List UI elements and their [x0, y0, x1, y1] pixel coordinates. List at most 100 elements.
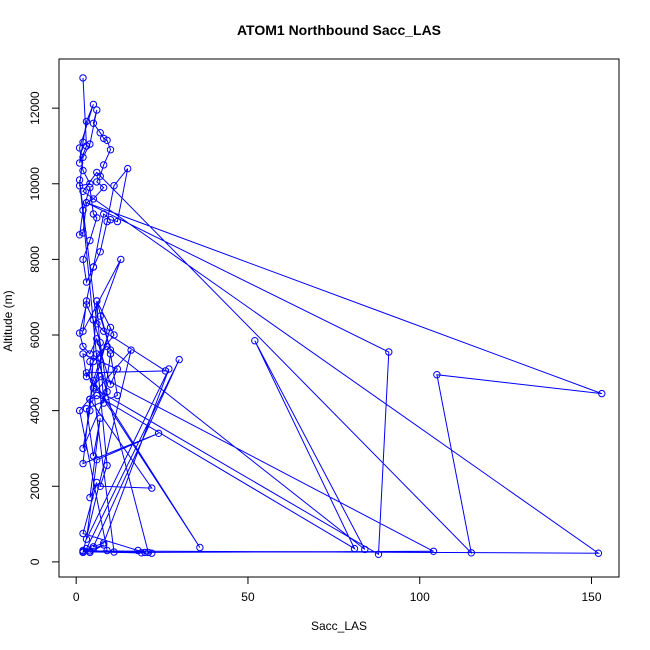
plot-frame: [58, 58, 620, 578]
data-point: [374, 550, 383, 558]
data-point: [127, 346, 135, 354]
data-point: [89, 119, 98, 128]
x-axis-label: Sacc_LAS: [311, 619, 367, 633]
data-point: [82, 372, 91, 381]
data-point: [82, 301, 91, 309]
data-point: [79, 342, 87, 351]
data-point: [75, 406, 84, 415]
data-point: [86, 180, 94, 188]
data-point: [100, 210, 108, 218]
data-point: [175, 355, 183, 364]
data-point: [100, 161, 108, 169]
data-point: [93, 320, 101, 328]
data-point: [106, 350, 115, 358]
data-point: [110, 182, 118, 190]
series-layer: [75, 74, 606, 558]
data-point: [96, 129, 104, 137]
data-point: [106, 146, 115, 154]
data-point: [86, 236, 94, 245]
data-point: [96, 312, 104, 320]
data-point: [103, 461, 111, 470]
data-point: [89, 376, 98, 385]
data-point: [100, 183, 108, 192]
data-point: [93, 297, 101, 305]
data-point: [75, 231, 84, 239]
chart-title: ATOM1 Northbound Sacc_LAS: [237, 22, 441, 38]
x-axis: 0 50 100 150: [73, 576, 602, 604]
data-point: [89, 357, 98, 366]
data-point: [161, 367, 170, 375]
data-point: [79, 444, 87, 453]
x-tick-label: 50: [241, 590, 255, 604]
data-point: [103, 136, 111, 145]
data-point: [385, 348, 393, 356]
data-point: [79, 187, 87, 196]
y-tick-label: 0: [28, 558, 42, 565]
data-point: [106, 323, 115, 332]
data-point: [93, 168, 101, 177]
data-point: [196, 543, 204, 552]
data-point: [110, 548, 118, 556]
y-axis: 0 2000 4000 6000 8000 10000 12000: [28, 91, 60, 565]
data-point: [100, 327, 108, 335]
y-tick-label: 4000: [28, 397, 42, 424]
data-point: [86, 547, 94, 555]
data-point: [93, 178, 101, 186]
data-point: [82, 405, 91, 413]
data-point: [75, 144, 84, 152]
data-point: [103, 546, 111, 555]
data-point: [251, 337, 259, 345]
data-point: [148, 484, 156, 492]
data-point: [79, 74, 87, 82]
data-point: [100, 541, 108, 549]
data-point: [86, 493, 94, 502]
data-point: [113, 217, 122, 226]
data-point: [89, 263, 98, 271]
data-point: [113, 391, 122, 400]
data-point: [100, 399, 108, 407]
data-point: [89, 100, 98, 109]
data-point: [79, 206, 87, 214]
data-point: [89, 195, 98, 203]
x-tick-label: 150: [581, 590, 601, 604]
data-point: [96, 414, 104, 422]
data-point: [103, 217, 111, 226]
data-point: [96, 338, 104, 347]
data-point: [75, 159, 84, 167]
data-point: [350, 544, 359, 553]
data-point: [137, 549, 146, 557]
data-point: [96, 248, 104, 256]
data-point: [124, 164, 132, 173]
data-point: [86, 140, 94, 148]
data-point: [75, 329, 84, 337]
data-point: [82, 297, 91, 305]
data-point: [93, 350, 101, 358]
data-point: [82, 535, 91, 543]
y-tick-label: 12000: [28, 91, 42, 125]
y-tick-label: 6000: [28, 321, 42, 348]
data-point: [86, 357, 94, 366]
x-tick-label: 0: [73, 590, 80, 604]
data-point: [93, 106, 101, 114]
data-point: [594, 549, 603, 557]
data-point: [361, 545, 369, 554]
data-point: [93, 456, 101, 464]
data-point: [93, 391, 101, 400]
data-point: [86, 183, 94, 192]
data-point: [148, 549, 156, 557]
series-line: [78, 77, 602, 556]
data-point: [103, 388, 111, 396]
data-point: [79, 138, 87, 146]
data-point: [141, 548, 149, 557]
data-point: [433, 371, 441, 379]
data-point: [82, 199, 91, 207]
data-point: [429, 547, 438, 555]
data-point: [100, 539, 108, 547]
data-point: [106, 380, 115, 388]
data-point: [75, 182, 84, 190]
data-point: [79, 153, 87, 162]
data-point: [79, 548, 87, 556]
data-point: [110, 331, 118, 339]
data-point: [86, 395, 94, 403]
